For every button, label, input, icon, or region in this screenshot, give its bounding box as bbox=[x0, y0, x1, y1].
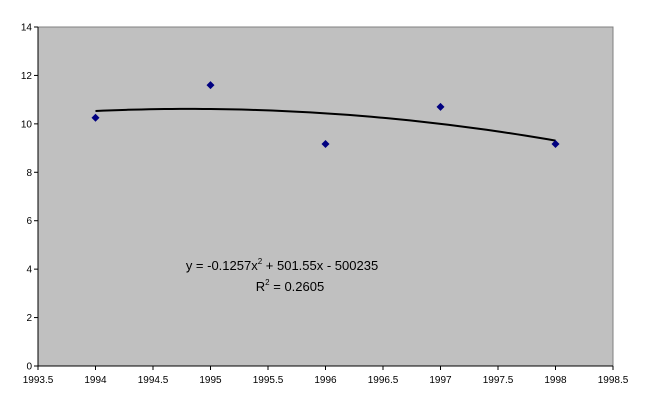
x-tick-label: 1998 bbox=[544, 375, 567, 386]
y-tick-label: 4 bbox=[26, 265, 32, 276]
data-point bbox=[321, 139, 330, 148]
x-tick-label: 1995 bbox=[199, 375, 222, 386]
trendline-equation: y = -0.1257x2 + 501.55x - 500235 bbox=[186, 257, 378, 273]
r-squared-exponent: 2 bbox=[265, 278, 270, 287]
x-tick-label: 1996.5 bbox=[368, 375, 399, 386]
x-tick-label: 1993.5 bbox=[23, 375, 54, 386]
data-point bbox=[206, 81, 215, 90]
trendline bbox=[95, 107, 556, 142]
x-tick-label: 1997 bbox=[429, 375, 452, 386]
y-tick-label: 0 bbox=[26, 362, 32, 373]
x-tick-label: 1997.5 bbox=[483, 375, 514, 386]
y-tick-label: 12 bbox=[21, 71, 33, 82]
plot-area bbox=[37, 26, 614, 367]
x-tick-label: 1995.5 bbox=[253, 375, 284, 386]
r-squared: R2 = 0.2605 bbox=[256, 278, 324, 294]
equation-part: y = -0.1257x bbox=[186, 258, 258, 273]
x-tick-label: 1996 bbox=[314, 375, 337, 386]
y-tick-label: 6 bbox=[26, 216, 32, 227]
r-squared-part: = 0.2605 bbox=[270, 279, 325, 294]
equation-exponent: 2 bbox=[258, 257, 263, 266]
x-tick-label: 1998.5 bbox=[598, 375, 629, 386]
data-point bbox=[91, 113, 100, 122]
equation-part: + 501.55x - 500235 bbox=[262, 258, 378, 273]
x-tick-label: 1994.5 bbox=[138, 375, 169, 386]
r-squared-part: R bbox=[256, 279, 265, 294]
data-point bbox=[436, 102, 445, 111]
x-tick-label: 1994 bbox=[84, 375, 107, 386]
data-point bbox=[551, 139, 560, 148]
y-tick-label: 14 bbox=[21, 23, 33, 34]
y-tick-label: 2 bbox=[26, 313, 32, 324]
y-tick-label: 8 bbox=[26, 168, 32, 179]
y-tick-label: 10 bbox=[21, 119, 33, 130]
